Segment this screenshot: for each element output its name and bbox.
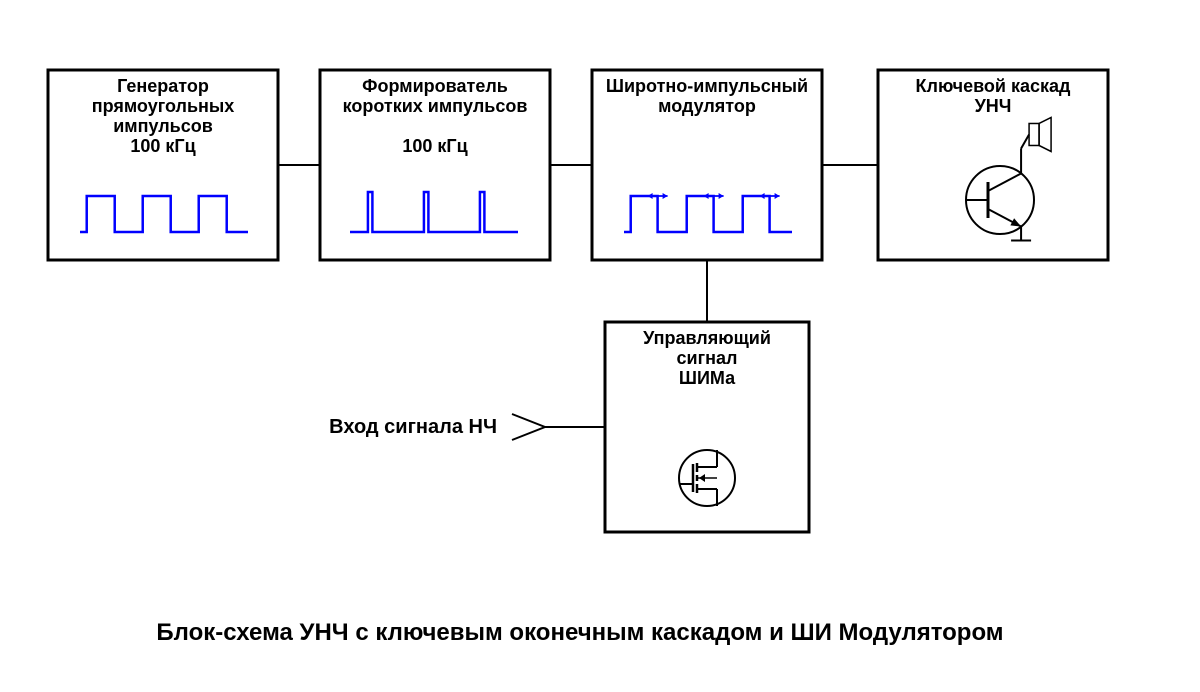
waveform-narrow: [350, 192, 518, 232]
pwm-arrowhead: [648, 193, 653, 199]
block-shaper-label: 100 кГц: [402, 136, 467, 156]
block-pwm-label: модулятор: [658, 96, 756, 116]
input-arrowhead: [512, 414, 545, 440]
block-control-label: ШИМа: [679, 368, 736, 388]
block-gen-label: 100 кГц: [130, 136, 195, 156]
waveform-pwm: [624, 196, 792, 232]
block-shaper-label: Формирователь: [362, 76, 508, 96]
block-gen-label: прямоугольных: [92, 96, 235, 116]
pwm-arrowhead: [704, 193, 709, 199]
input-label: Вход сигнала НЧ: [329, 416, 497, 438]
block-gen-label: Генератор: [117, 76, 209, 96]
transistor-symbol: [966, 117, 1051, 240]
pwm-arrowhead: [719, 193, 724, 199]
block-pwm-label: Широтно-импульсный: [606, 76, 808, 96]
caption: Блок-схема УНЧ с ключевым оконечным каск…: [156, 619, 1003, 646]
mosfet-symbol: [679, 450, 735, 506]
block-shaper-label: коротких импульсов: [343, 96, 528, 116]
block-gen-label: импульсов: [113, 116, 213, 136]
speaker-icon: [1029, 123, 1039, 145]
pwm-arrowhead: [760, 193, 765, 199]
block-control-label: Управляющий: [643, 328, 771, 348]
waveform-square: [80, 196, 248, 232]
pwm-arrowhead: [663, 193, 668, 199]
pwm-arrowhead: [775, 193, 780, 199]
block-output-label: УНЧ: [975, 96, 1012, 116]
block-control-label: сигнал: [677, 348, 738, 368]
block-output-label: Ключевой каскад: [916, 76, 1072, 96]
